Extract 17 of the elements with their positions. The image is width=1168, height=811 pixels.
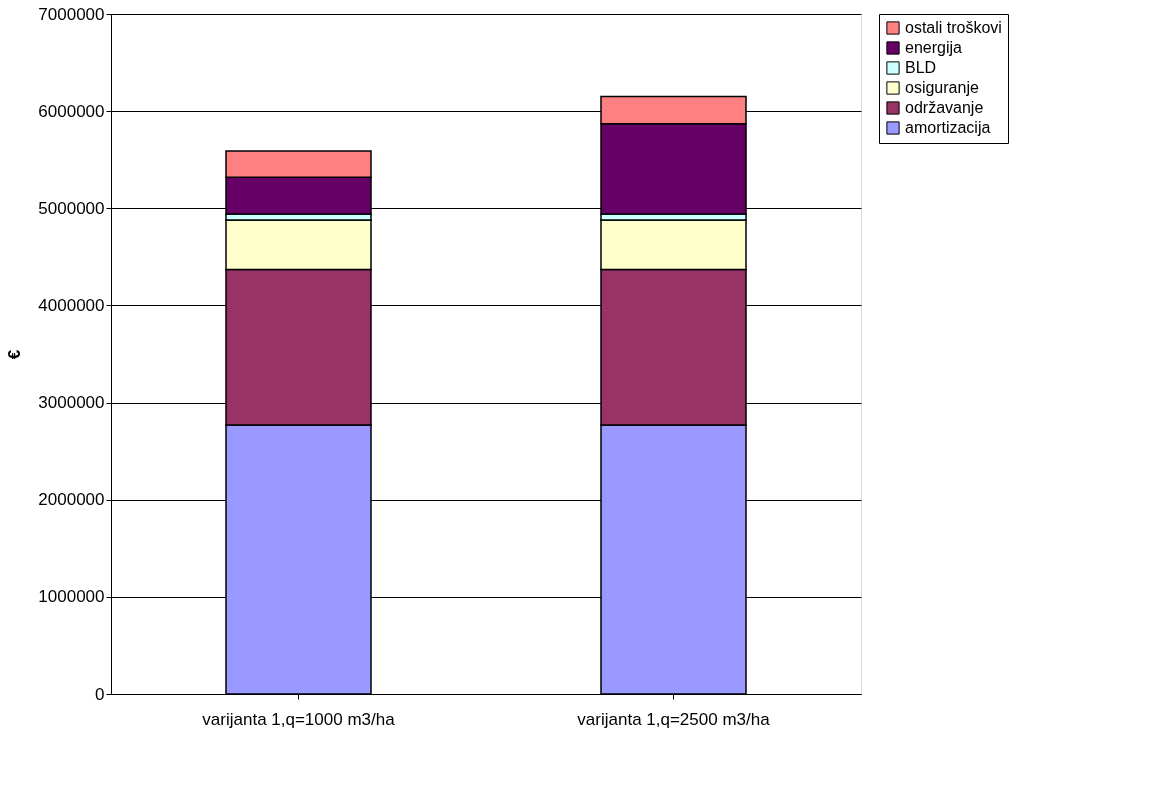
legend-label: osiguranje (905, 79, 979, 96)
y-tick-label: 4000000 (38, 295, 105, 315)
y-tick-label: 3000000 (38, 393, 105, 413)
x-tick-label: varijanta 1,q=2500 m3/ha (577, 709, 771, 729)
legend-label: energija (905, 39, 963, 56)
y-tick-label: 6000000 (38, 101, 105, 121)
y-axis-title: € (5, 349, 25, 360)
legend-label: održavanje (905, 99, 984, 116)
x-tick-label: varijanta 1,q=1000 m3/ha (202, 709, 396, 729)
y-tick-label: 1000000 (38, 587, 105, 607)
y-tick-label: 5000000 (38, 198, 105, 218)
legend-label: amortizacija (905, 119, 991, 136)
legend-label: BLD (905, 59, 937, 76)
y-tick-label: 7000000 (38, 4, 105, 24)
y-tick-label: 2000000 (38, 490, 105, 510)
y-tick-label: 0 (95, 684, 105, 704)
legend-label: ostali troškovi (905, 19, 1002, 36)
